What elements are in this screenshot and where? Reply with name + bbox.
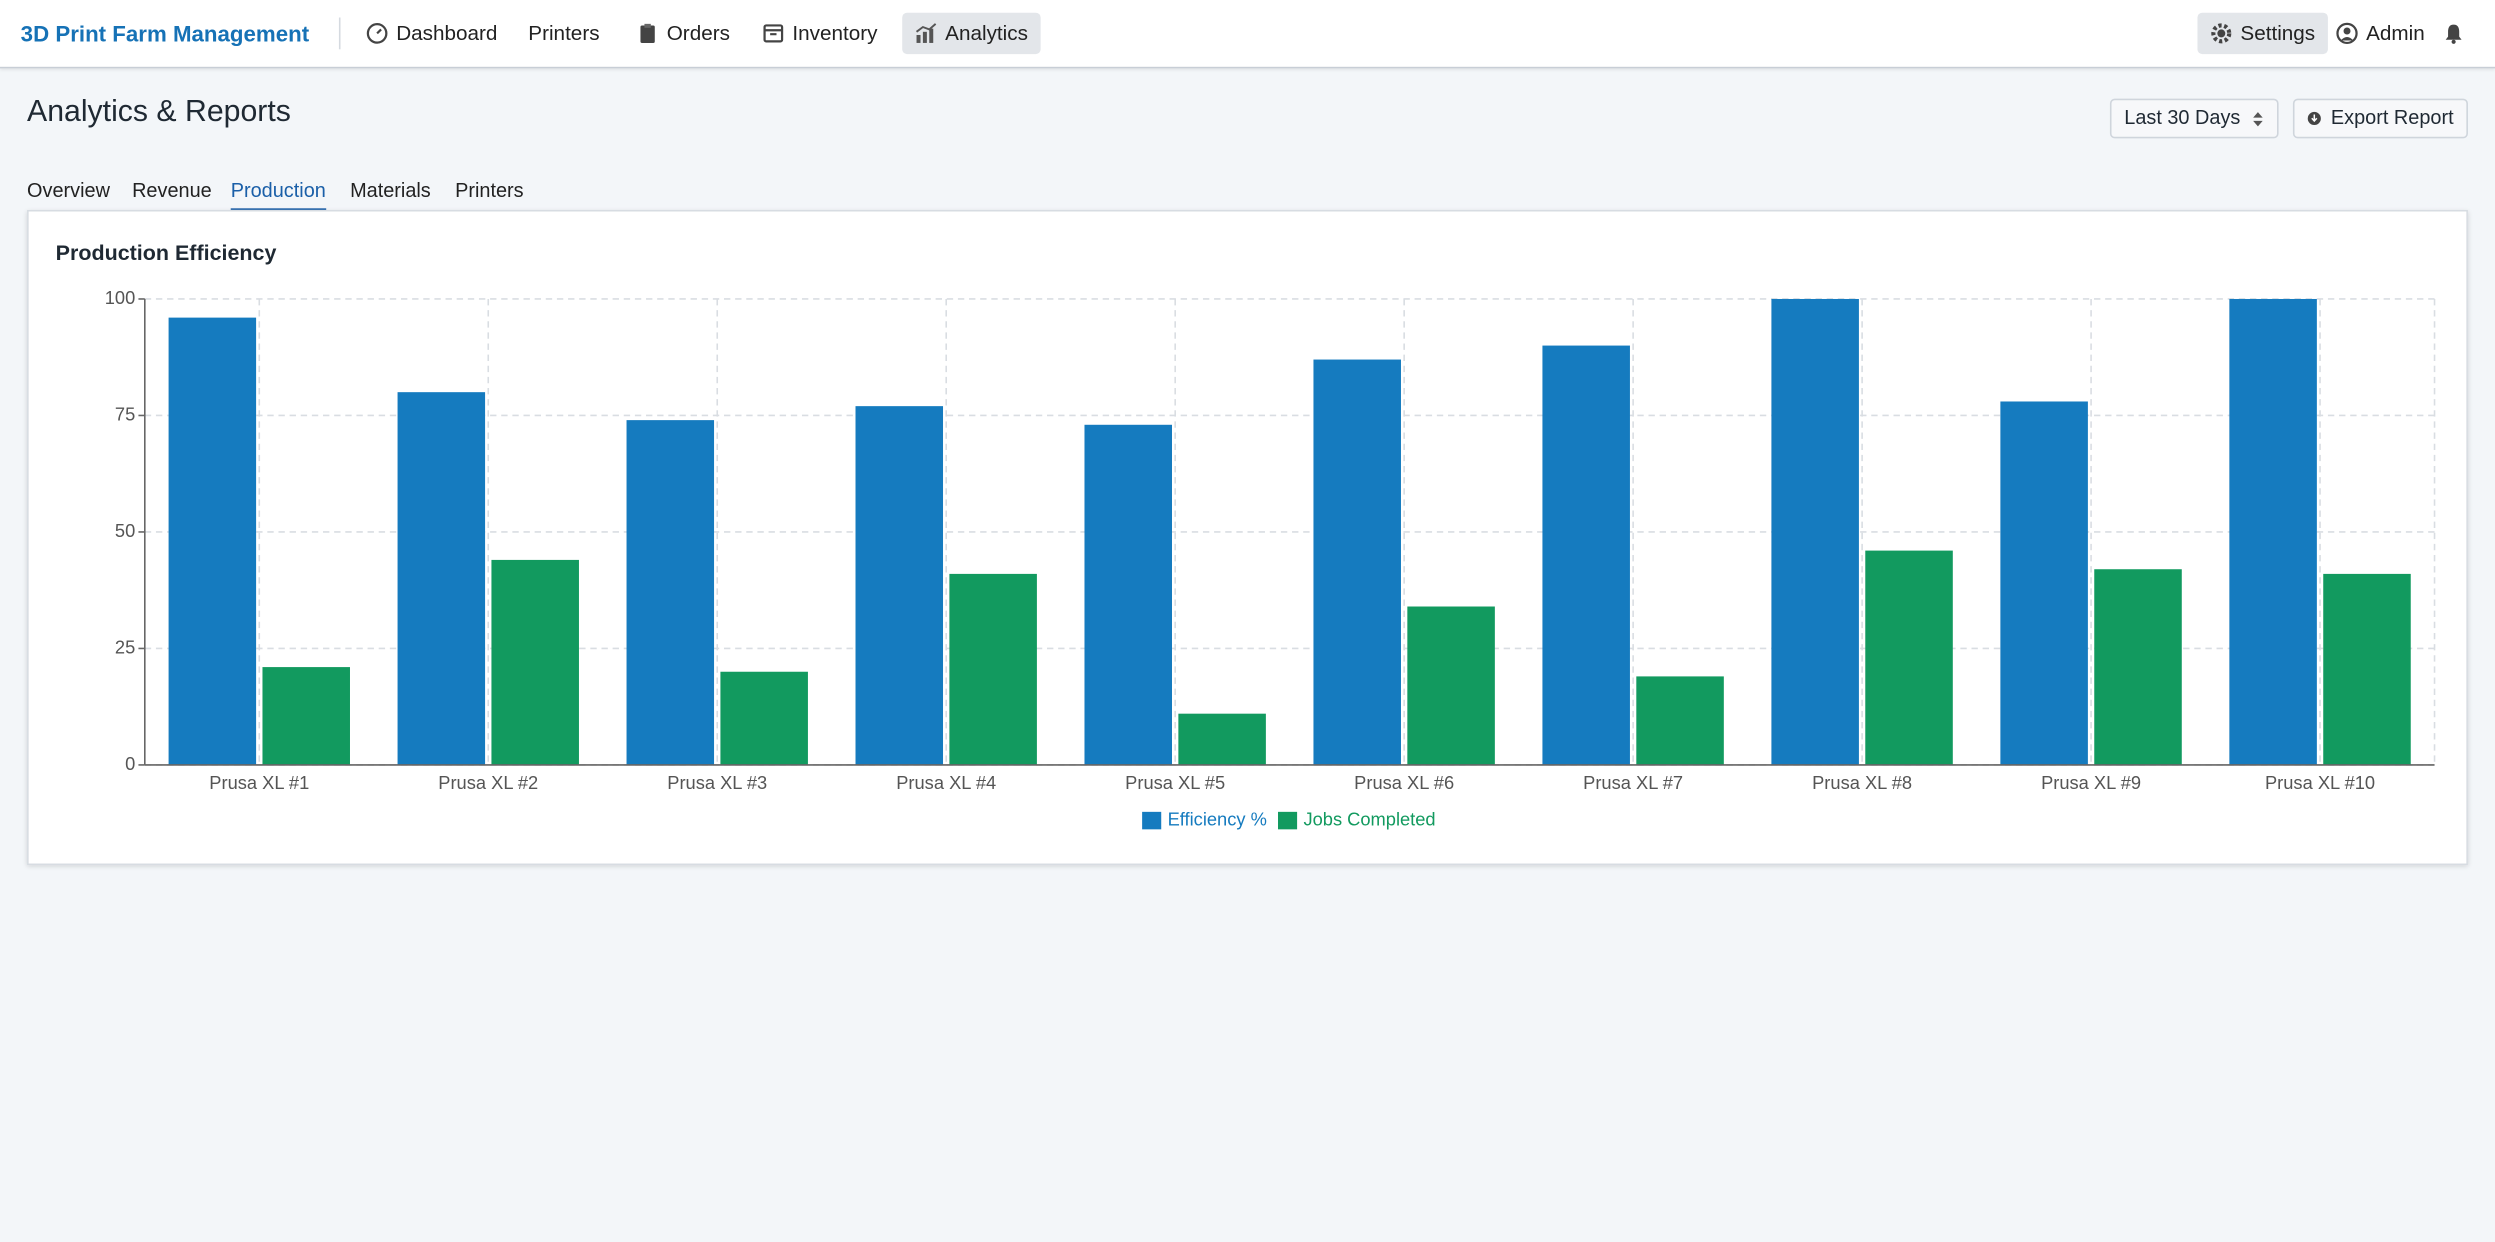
bar xyxy=(855,406,944,765)
x-tick-label: Prusa XL #10 xyxy=(2265,772,2375,793)
label: Last 30 Days xyxy=(2124,106,2241,129)
bar xyxy=(397,392,486,765)
icon xyxy=(763,24,784,43)
tab[interactable]: Revenue xyxy=(132,179,212,202)
label: Admin xyxy=(2366,20,2425,45)
bar xyxy=(262,667,350,765)
label: Orders xyxy=(666,20,730,45)
bar xyxy=(1636,676,1724,765)
notifications-bell[interactable] xyxy=(2442,22,2464,44)
label: Inventory xyxy=(792,20,878,45)
x-tick-label: Prusa XL #2 xyxy=(438,772,538,793)
legend-swatch xyxy=(1142,811,1162,830)
x-tick-label: Prusa XL #8 xyxy=(1812,772,1912,793)
y-tick-label: 100 xyxy=(105,287,136,308)
icon xyxy=(2211,23,2232,44)
bar xyxy=(2094,569,2182,765)
nav-printers[interactable]: Printers xyxy=(516,13,613,54)
x-tick-label: Prusa XL #1 xyxy=(209,772,309,793)
bar xyxy=(2323,573,2411,765)
bar xyxy=(1084,424,1172,765)
bar xyxy=(626,420,715,765)
label: Analytics xyxy=(945,20,1028,45)
chart: Production Efficiency 0 25 50 75 100 Prusa XL… xyxy=(56,241,2436,830)
tab[interactable]: Printers xyxy=(455,179,524,202)
label: Printers xyxy=(528,20,600,45)
bar xyxy=(491,559,579,765)
bar xyxy=(949,573,1037,765)
y-tick-label: 0 xyxy=(125,753,135,774)
user-menu[interactable]: Admin xyxy=(2323,13,2437,54)
legend-swatch xyxy=(1278,811,1298,830)
tab-active[interactable]: Production xyxy=(230,180,326,212)
nav-dashboard[interactable]: Dashboard xyxy=(353,13,510,54)
icon xyxy=(2307,111,2321,126)
bar xyxy=(1407,606,1495,765)
bar xyxy=(1771,298,1859,765)
bar xyxy=(720,671,808,765)
bar xyxy=(1313,359,1401,765)
date-range-select[interactable]: Last 30 Days xyxy=(2109,98,2279,139)
label: Dashboard xyxy=(396,20,498,45)
nav-inventory[interactable]: Inventory xyxy=(749,13,890,54)
divider xyxy=(338,17,341,50)
page-title: Analytics & Reports xyxy=(27,95,291,129)
icon xyxy=(915,23,937,43)
x-tick-label: Prusa XL #5 xyxy=(1125,772,1225,793)
y-tick-label: 50 xyxy=(115,520,135,541)
nav-analytics[interactable]: Analytics xyxy=(902,12,1041,55)
x-tick-label: Prusa XL #4 xyxy=(896,772,996,793)
chart-card: Production Efficiency 0 25 50 75 100 Prusa XL… xyxy=(27,209,2468,866)
bar xyxy=(2000,401,2088,765)
icon xyxy=(2336,22,2358,45)
top-nav: 3D Print Farm Management Dashboard Print… xyxy=(0,0,2495,69)
bar xyxy=(168,317,257,765)
legend-label: Jobs Completed xyxy=(1303,808,1435,829)
y-tick-label: 25 xyxy=(115,636,135,657)
x-tick-label: Prusa XL #7 xyxy=(1583,772,1683,793)
label: Export Report xyxy=(2330,106,2454,129)
bar xyxy=(1865,550,1953,765)
label: Settings xyxy=(2240,20,2316,45)
x-tick-label: Prusa XL #6 xyxy=(1354,772,1454,793)
bar xyxy=(1178,713,1266,765)
icon xyxy=(366,23,388,44)
chart-title: Production Efficiency xyxy=(56,241,277,265)
nav-orders[interactable]: Orders xyxy=(624,13,743,54)
legend-label: Efficiency % xyxy=(1168,808,1267,829)
icon xyxy=(640,23,655,43)
brand[interactable]: 3D Print Farm Management xyxy=(20,20,310,47)
tab[interactable]: Materials xyxy=(350,179,431,202)
export-button[interactable]: Export Report xyxy=(2292,98,2468,139)
y-tick-label: 75 xyxy=(115,403,135,424)
tab[interactable]: Overview xyxy=(27,179,110,202)
x-tick-label: Prusa XL #9 xyxy=(2041,772,2141,793)
bar xyxy=(1542,345,1630,765)
bar xyxy=(2229,298,2317,765)
settings-button[interactable]: Settings xyxy=(2197,12,2328,55)
x-tick-label: Prusa XL #3 xyxy=(667,772,767,793)
select-arrows xyxy=(2253,111,2263,126)
